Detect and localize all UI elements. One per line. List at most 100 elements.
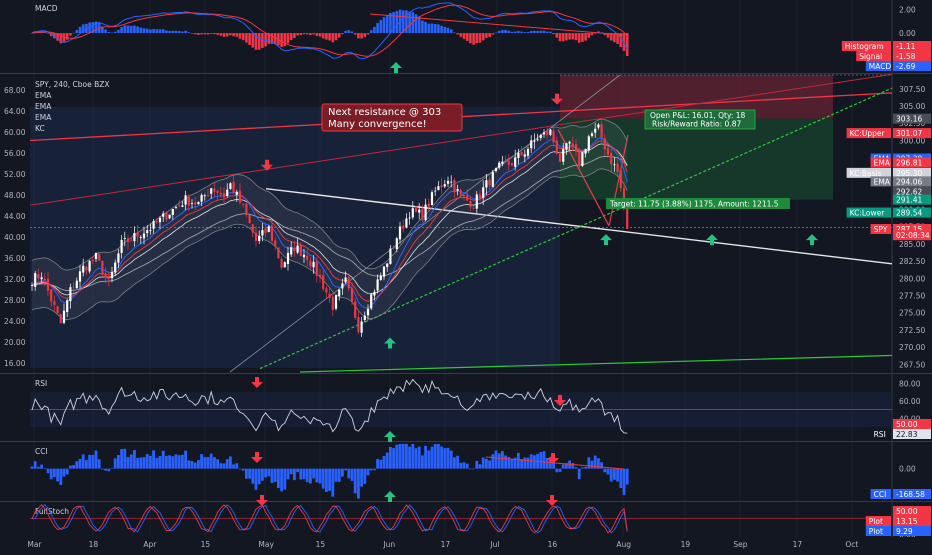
cci-sell-arrow <box>251 452 263 463</box>
cci-bar <box>616 468 619 482</box>
cci-bar <box>117 455 120 469</box>
macd-bar <box>158 29 162 34</box>
macd-bar <box>261 33 264 48</box>
price-tag-value: 303.16 <box>896 115 922 124</box>
cci-bar <box>133 450 136 469</box>
cci-bar <box>481 457 485 469</box>
fullstoch-label-value-bg <box>893 516 931 526</box>
macd-bar <box>337 33 341 38</box>
x-axis-label: 16 <box>548 540 558 549</box>
candle-body <box>450 181 453 183</box>
macd-bar <box>478 33 482 43</box>
candle-body <box>165 212 168 220</box>
cci-bar <box>206 457 210 469</box>
candle-body <box>43 278 46 281</box>
cci-bar <box>187 460 191 469</box>
cci-bar <box>145 454 149 469</box>
macd-bar <box>379 20 383 34</box>
candle-body <box>376 279 379 291</box>
resistance-callout-box <box>321 103 463 132</box>
candle-body <box>258 235 261 241</box>
macd-bar <box>424 21 427 34</box>
candle-body <box>578 150 581 166</box>
candle-body <box>37 274 40 279</box>
x-axis-label: Jul <box>489 540 499 549</box>
cci-bar <box>478 464 482 469</box>
kc-basis-line <box>31 143 628 296</box>
cci-bar <box>523 457 527 469</box>
cci-bar <box>529 454 533 469</box>
candle-body <box>581 152 584 166</box>
price-tag-name: KC:Lower <box>850 209 886 218</box>
price-tag-name-bg <box>846 128 891 139</box>
macd-bar <box>110 32 114 34</box>
macd-bar <box>344 30 347 34</box>
cci-bar <box>462 462 466 469</box>
price-tag-value-bg <box>893 157 931 168</box>
cci-bar <box>286 468 290 480</box>
candle-body <box>555 140 558 154</box>
price-axis-label: 307.50 <box>899 85 925 94</box>
cci-bar <box>165 455 168 469</box>
cci-bar <box>545 457 549 469</box>
candle-body <box>203 195 206 197</box>
cci-bar <box>533 455 536 469</box>
candle-body <box>536 139 539 141</box>
macd-bar <box>369 30 373 34</box>
cci-bar <box>469 468 472 470</box>
macd-bar <box>625 33 629 57</box>
macd-bar <box>472 33 475 45</box>
macd-bar <box>197 33 200 35</box>
candle-body <box>187 196 190 206</box>
macd-bar <box>584 33 587 41</box>
rsi-label-value: 50.00 <box>896 420 918 429</box>
macd-bar <box>113 31 117 34</box>
macd-bar <box>421 20 424 34</box>
fullstoch-label-value-bg <box>893 526 931 536</box>
macd-title: MACD <box>35 4 58 13</box>
candle-body <box>286 252 290 264</box>
descending-trendline <box>265 188 893 265</box>
cci-bar <box>168 455 171 469</box>
macd-bar <box>341 33 344 35</box>
keltner-band <box>32 119 628 320</box>
candle-body <box>142 233 146 239</box>
cci-bar <box>577 468 581 480</box>
candle-body <box>379 275 382 280</box>
cci-bar <box>526 457 530 469</box>
cci-bar <box>581 467 584 469</box>
macd-bar <box>587 33 591 38</box>
macd-bar <box>376 22 379 34</box>
candle-body <box>421 208 424 221</box>
cci-bar <box>33 461 37 469</box>
candle-body <box>75 280 78 289</box>
cci-bar <box>69 465 72 469</box>
price-tag-value-bg <box>893 167 931 178</box>
cci-bar <box>520 459 523 469</box>
candle-body <box>280 258 283 268</box>
left-axis-label: 28.00 <box>4 296 26 305</box>
cci-bar <box>603 468 607 473</box>
macd-bar <box>491 33 495 35</box>
price-tag-name-bg <box>870 224 891 235</box>
macd-bar <box>107 32 111 34</box>
macd-bar <box>171 30 175 34</box>
candle-body <box>200 195 203 202</box>
candle-body <box>194 202 197 205</box>
candle-body <box>184 195 187 205</box>
candle-body <box>66 300 69 312</box>
cci-bar <box>472 468 475 470</box>
candle-body <box>558 153 562 162</box>
fullstoch-label-name: Plot <box>869 527 883 536</box>
candle-body <box>50 289 53 302</box>
cci-bar <box>485 458 488 469</box>
macd-bar <box>62 33 66 43</box>
candle-body <box>59 314 62 324</box>
cci-bar <box>561 464 565 469</box>
macd-bar <box>606 33 610 38</box>
candle-body <box>248 214 251 224</box>
candle-body <box>251 224 254 233</box>
candle-body <box>341 283 344 289</box>
